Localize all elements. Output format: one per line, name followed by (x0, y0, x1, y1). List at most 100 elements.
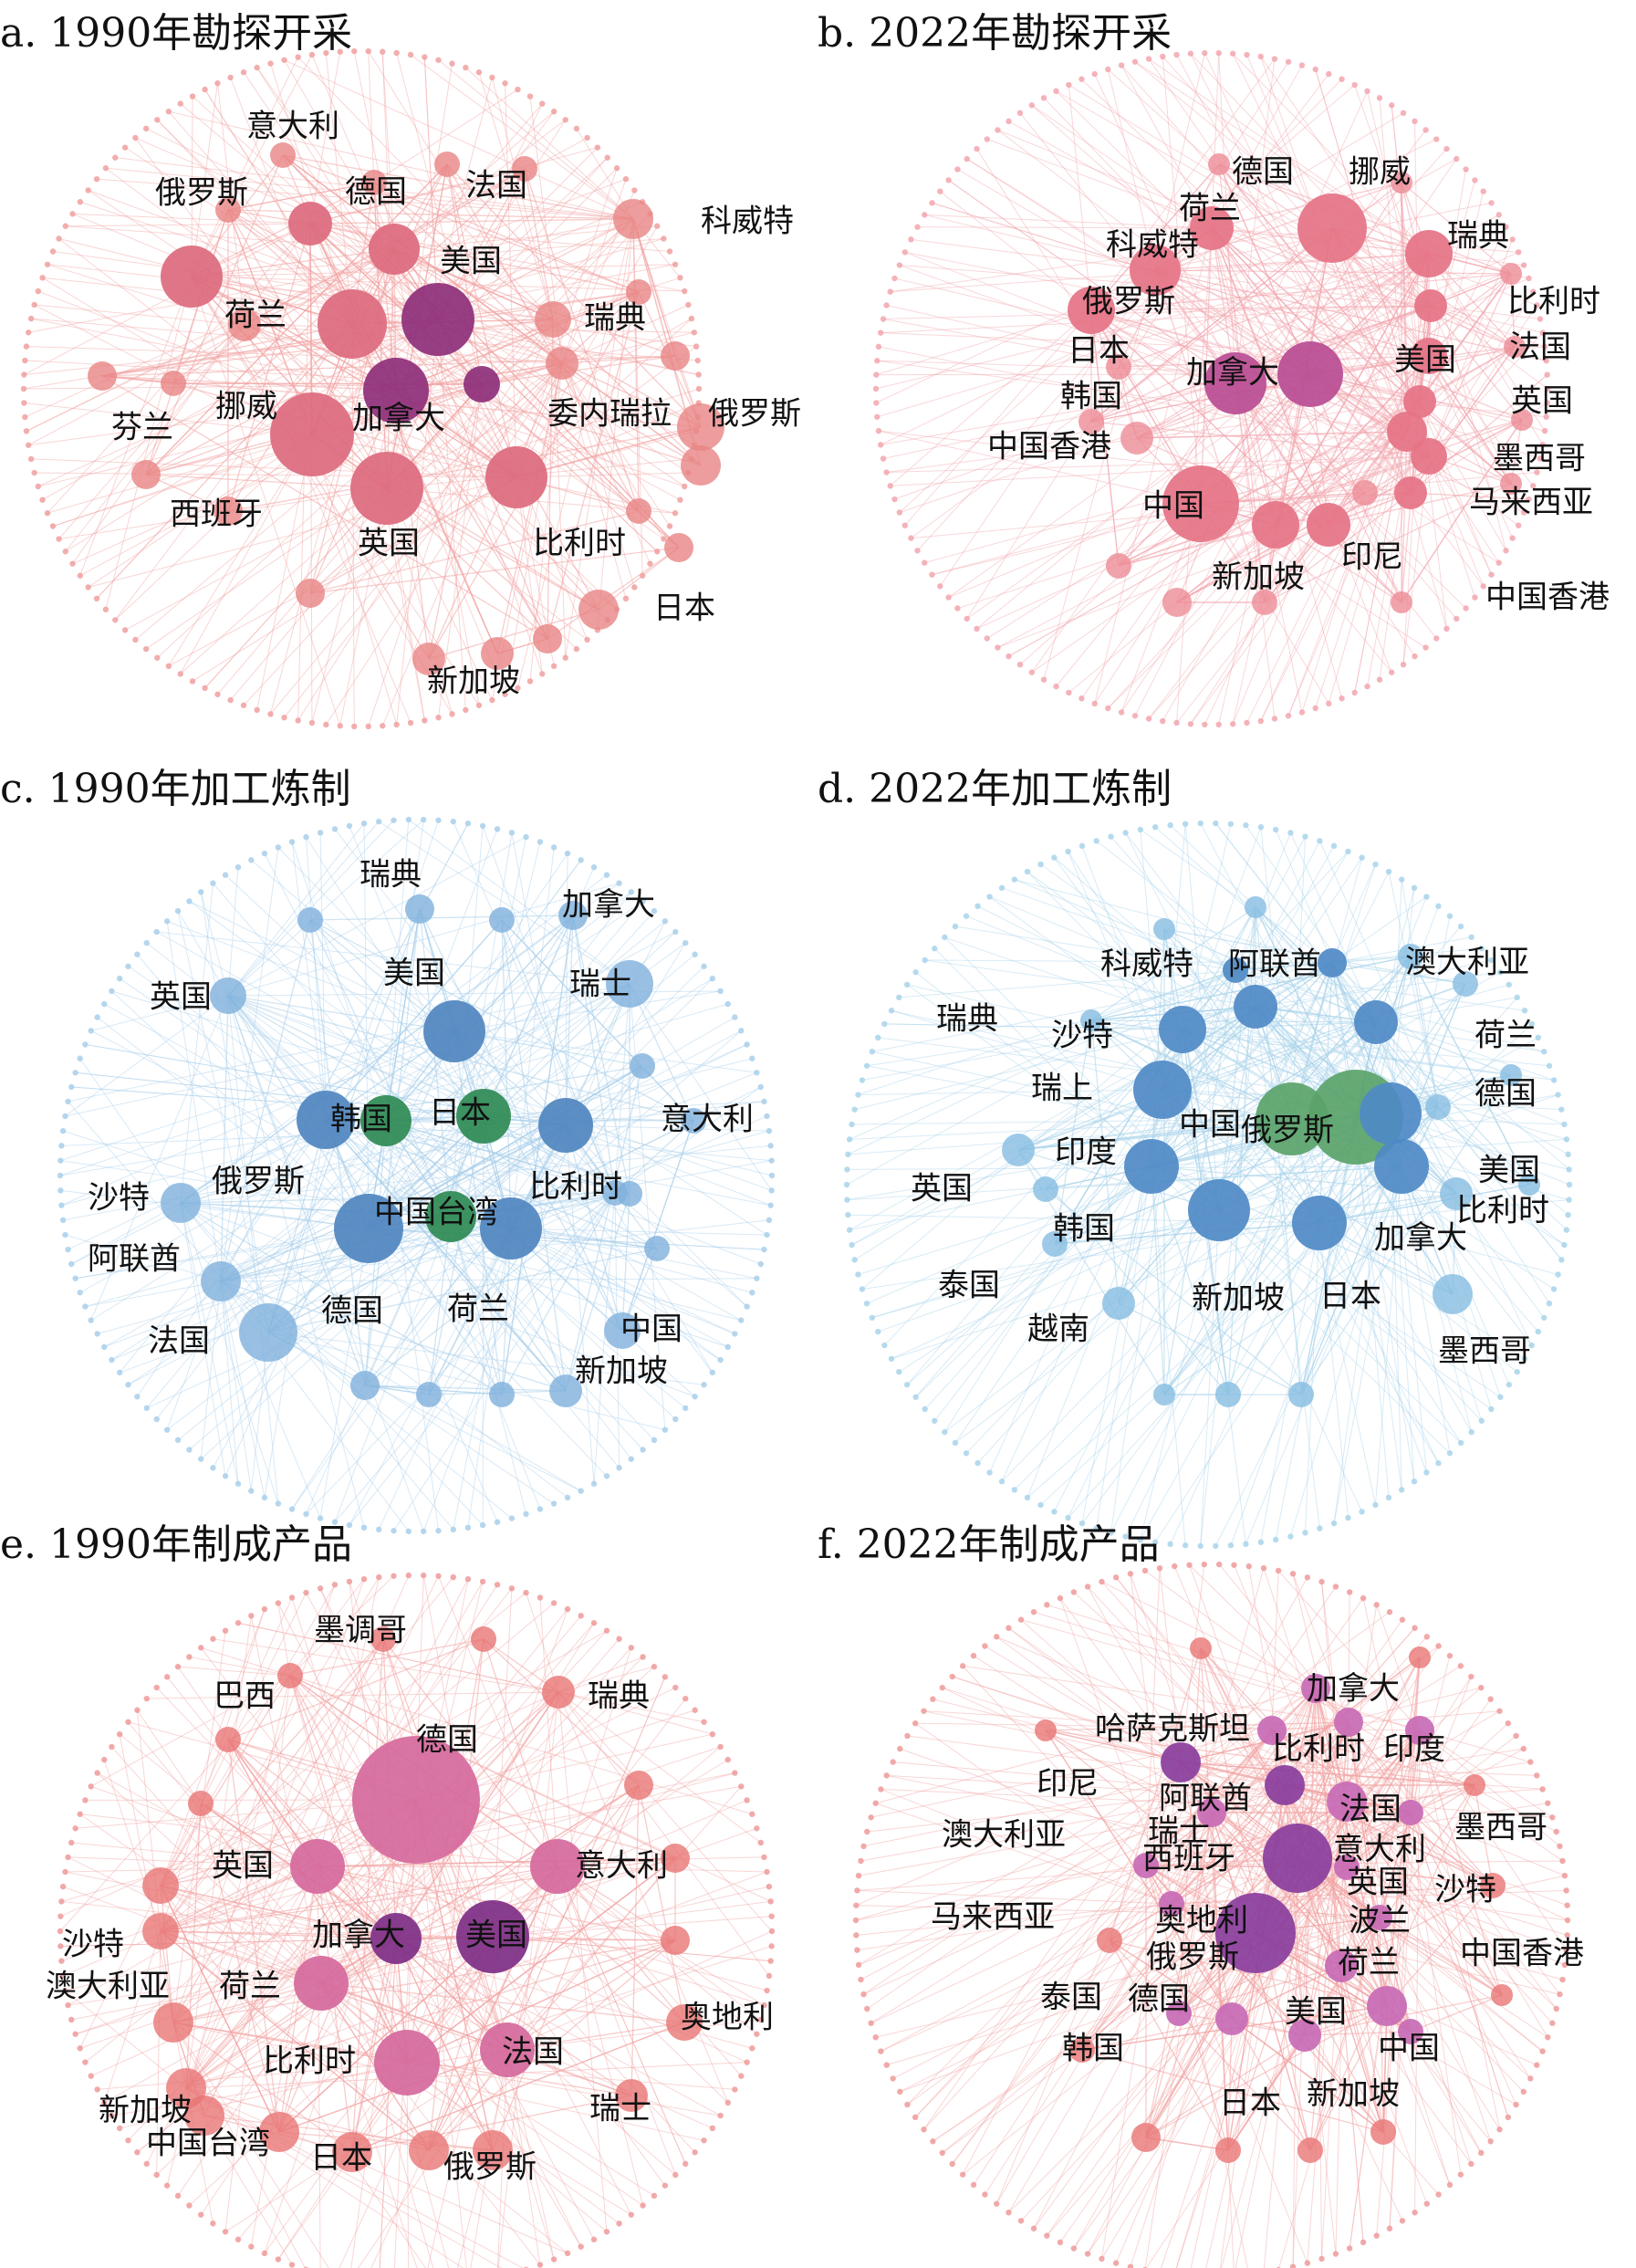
edge (200, 892, 269, 1333)
edge (1379, 1875, 1566, 1918)
edge (185, 2087, 464, 2268)
country-label: 法国 (502, 2034, 564, 2071)
peripheral-node (1137, 1536, 1143, 1543)
edge (386, 487, 599, 611)
edge (306, 836, 485, 1117)
panel-f: f. 2022年制成产品 加拿大 哈萨克斯坦 比利时 印度 印尼 阿联酋 法国 墨西哥 澳大利亚… (818, 1511, 1635, 2268)
peripheral-node (764, 1113, 770, 1120)
edge (1349, 1812, 1412, 2249)
peripheral-node (526, 678, 534, 685)
peripheral-node (68, 1260, 75, 1268)
peripheral-node (845, 1211, 851, 1218)
peripheral-node (709, 1369, 716, 1376)
peripheral-node (1213, 1542, 1219, 1550)
peripheral-node (1478, 1684, 1485, 1691)
edge (1291, 857, 1363, 1120)
edge (851, 1089, 1163, 1246)
peripheral-node (346, 1578, 353, 1585)
edge (282, 154, 439, 320)
peripheral-node (873, 400, 880, 406)
edge (1388, 871, 1439, 1108)
edge (1001, 969, 1236, 1482)
edge (1401, 431, 1408, 603)
edge (90, 995, 229, 1031)
edge (506, 2049, 541, 2265)
peripheral-node (1079, 695, 1085, 702)
peripheral-node (578, 2243, 584, 2250)
peripheral-node (1084, 1583, 1091, 1590)
peripheral-node (163, 2182, 171, 2189)
edge (1154, 52, 1205, 271)
edge (1309, 2005, 1388, 2151)
peripheral-node (508, 1585, 516, 1592)
panel-title: e. 1990年制成产品 (0, 1521, 352, 1568)
edge (282, 154, 634, 220)
country-nodes (1002, 896, 1540, 1407)
peripheral-node (640, 1654, 646, 1660)
edge (177, 1666, 318, 1867)
country-node (1190, 1637, 1212, 1659)
edge (492, 1916, 772, 1938)
edge (220, 847, 279, 1282)
edge (85, 1280, 222, 1308)
edge (1318, 1184, 1530, 1224)
peripheral-node (616, 1636, 622, 1642)
peripheral-node (475, 702, 483, 708)
edge (291, 983, 630, 1510)
peripheral-node (1372, 1501, 1379, 1509)
edge (948, 180, 1236, 384)
edge (881, 1857, 1298, 2053)
edge (1120, 253, 1430, 713)
edge (857, 1903, 1172, 1951)
edge (557, 1866, 644, 2206)
edge (1235, 969, 1526, 1011)
edge (1263, 1688, 1317, 2268)
peripheral-node (189, 93, 196, 99)
edge (1163, 983, 1466, 1395)
peripheral-node (677, 496, 683, 503)
edge (1474, 1784, 1494, 1887)
peripheral-node (308, 719, 316, 726)
edge (305, 837, 327, 1121)
country-label: 瑞典 (584, 300, 646, 337)
country-label: 英国 (1511, 383, 1573, 420)
country-node (1500, 1064, 1522, 1086)
edge (180, 1192, 616, 1204)
peripheral-node (942, 934, 948, 941)
edge (1331, 896, 1427, 964)
peripheral-node (1497, 969, 1504, 976)
edge (172, 2022, 307, 2268)
edge (1248, 1566, 1286, 1786)
peripheral-node (177, 100, 183, 107)
edge (1271, 1730, 1503, 1996)
peripheral-node (732, 1770, 738, 1776)
peripheral-node (701, 2137, 707, 2144)
peripheral-node (1468, 934, 1474, 941)
peripheral-node (142, 125, 150, 132)
peripheral-node (1151, 824, 1159, 831)
country-label: 荷兰 (447, 1291, 509, 1328)
peripheral-node (672, 2171, 679, 2179)
edge (1510, 273, 1516, 348)
peripheral-node (1561, 1872, 1568, 1879)
peripheral-node (851, 1257, 858, 1263)
peripheral-node (1514, 994, 1520, 1001)
peripheral-node (186, 1447, 193, 1453)
peripheral-node (1016, 661, 1024, 668)
peripheral-node (672, 261, 679, 267)
peripheral-node (767, 1202, 774, 1208)
peripheral-node (767, 1143, 774, 1149)
edge (467, 1228, 512, 1528)
edge (1379, 1917, 1503, 1996)
edge (220, 920, 666, 1282)
peripheral-node (331, 1519, 339, 1525)
edge (156, 1687, 397, 1939)
country-node (369, 224, 420, 275)
edge (914, 1722, 1172, 1905)
peripheral-node (393, 721, 400, 728)
country-node (1215, 1893, 1296, 1973)
edge (932, 202, 1430, 357)
peripheral-node (701, 1719, 707, 1725)
edge (189, 901, 485, 1117)
edge (1101, 1581, 1286, 1786)
